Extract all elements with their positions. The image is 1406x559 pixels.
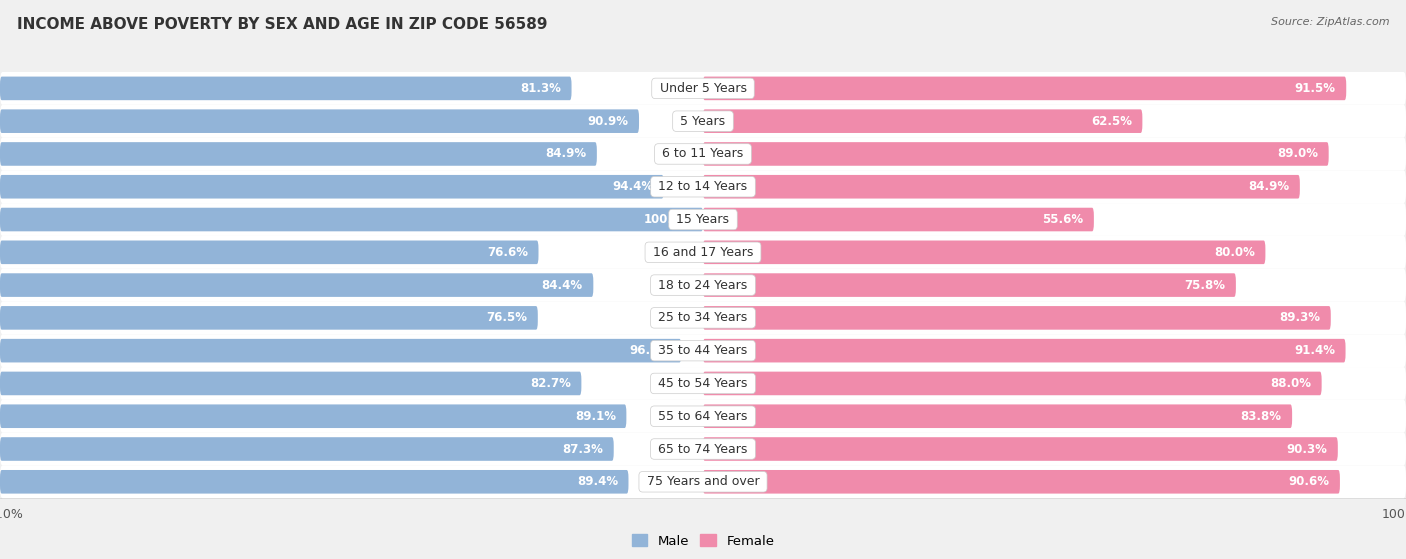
FancyBboxPatch shape <box>0 372 582 395</box>
Legend: Male, Female: Male, Female <box>626 529 780 553</box>
Text: 89.1%: 89.1% <box>575 410 616 423</box>
Text: 35 to 44 Years: 35 to 44 Years <box>654 344 752 357</box>
Text: 91.5%: 91.5% <box>1295 82 1336 95</box>
Text: 87.3%: 87.3% <box>562 443 603 456</box>
Text: 6 to 11 Years: 6 to 11 Years <box>658 148 748 160</box>
FancyBboxPatch shape <box>0 269 1406 301</box>
FancyBboxPatch shape <box>0 77 571 100</box>
FancyBboxPatch shape <box>0 400 1406 433</box>
FancyBboxPatch shape <box>703 273 1236 297</box>
Text: 76.5%: 76.5% <box>486 311 527 324</box>
Text: 5 Years: 5 Years <box>676 115 730 127</box>
FancyBboxPatch shape <box>0 105 1406 138</box>
Text: 90.9%: 90.9% <box>588 115 628 127</box>
FancyBboxPatch shape <box>0 470 628 494</box>
FancyBboxPatch shape <box>0 301 1406 334</box>
FancyBboxPatch shape <box>0 404 626 428</box>
FancyBboxPatch shape <box>703 240 1265 264</box>
FancyBboxPatch shape <box>0 466 1406 498</box>
Text: 16 and 17 Years: 16 and 17 Years <box>648 246 758 259</box>
FancyBboxPatch shape <box>0 306 537 330</box>
FancyBboxPatch shape <box>0 437 613 461</box>
FancyBboxPatch shape <box>703 77 1347 100</box>
Text: 94.4%: 94.4% <box>612 180 652 193</box>
Text: 89.3%: 89.3% <box>1279 311 1320 324</box>
FancyBboxPatch shape <box>0 138 1406 170</box>
Text: 89.4%: 89.4% <box>576 475 619 489</box>
FancyBboxPatch shape <box>0 273 593 297</box>
Text: 75.8%: 75.8% <box>1184 278 1226 292</box>
Text: 81.3%: 81.3% <box>520 82 561 95</box>
Text: 84.9%: 84.9% <box>1249 180 1289 193</box>
Text: 100.0%: 100.0% <box>644 213 693 226</box>
Text: 18 to 24 Years: 18 to 24 Years <box>654 278 752 292</box>
Text: 45 to 54 Years: 45 to 54 Years <box>654 377 752 390</box>
FancyBboxPatch shape <box>0 367 1406 400</box>
FancyBboxPatch shape <box>703 437 1339 461</box>
Text: Source: ZipAtlas.com: Source: ZipAtlas.com <box>1271 17 1389 27</box>
Text: 65 to 74 Years: 65 to 74 Years <box>654 443 752 456</box>
Text: 12 to 14 Years: 12 to 14 Years <box>654 180 752 193</box>
FancyBboxPatch shape <box>703 306 1330 330</box>
Text: 96.9%: 96.9% <box>630 344 671 357</box>
FancyBboxPatch shape <box>703 470 1340 494</box>
FancyBboxPatch shape <box>0 433 1406 466</box>
Text: 88.0%: 88.0% <box>1270 377 1312 390</box>
FancyBboxPatch shape <box>0 175 664 198</box>
Text: 62.5%: 62.5% <box>1091 115 1132 127</box>
FancyBboxPatch shape <box>703 175 1301 198</box>
Text: 55 to 64 Years: 55 to 64 Years <box>654 410 752 423</box>
Text: 55.6%: 55.6% <box>1042 213 1084 226</box>
Text: 15 Years: 15 Years <box>672 213 734 226</box>
FancyBboxPatch shape <box>703 110 1142 133</box>
Text: 90.6%: 90.6% <box>1288 475 1330 489</box>
Text: 76.6%: 76.6% <box>486 246 529 259</box>
Text: Under 5 Years: Under 5 Years <box>655 82 751 95</box>
Text: 25 to 34 Years: 25 to 34 Years <box>654 311 752 324</box>
FancyBboxPatch shape <box>0 203 1406 236</box>
Text: 82.7%: 82.7% <box>530 377 571 390</box>
Text: 91.4%: 91.4% <box>1294 344 1336 357</box>
Text: 84.9%: 84.9% <box>546 148 586 160</box>
FancyBboxPatch shape <box>703 142 1329 166</box>
FancyBboxPatch shape <box>0 339 682 362</box>
FancyBboxPatch shape <box>703 372 1322 395</box>
Text: 84.4%: 84.4% <box>541 278 583 292</box>
Text: 75 Years and over: 75 Years and over <box>643 475 763 489</box>
FancyBboxPatch shape <box>0 72 1406 105</box>
FancyBboxPatch shape <box>703 339 1346 362</box>
Text: 83.8%: 83.8% <box>1240 410 1282 423</box>
Text: 89.0%: 89.0% <box>1277 148 1319 160</box>
FancyBboxPatch shape <box>703 404 1292 428</box>
FancyBboxPatch shape <box>0 142 596 166</box>
FancyBboxPatch shape <box>0 240 538 264</box>
FancyBboxPatch shape <box>0 236 1406 269</box>
FancyBboxPatch shape <box>0 208 703 231</box>
Text: 90.3%: 90.3% <box>1286 443 1327 456</box>
FancyBboxPatch shape <box>0 110 640 133</box>
Text: 80.0%: 80.0% <box>1213 246 1256 259</box>
FancyBboxPatch shape <box>703 208 1094 231</box>
FancyBboxPatch shape <box>0 170 1406 203</box>
FancyBboxPatch shape <box>0 334 1406 367</box>
Text: INCOME ABOVE POVERTY BY SEX AND AGE IN ZIP CODE 56589: INCOME ABOVE POVERTY BY SEX AND AGE IN Z… <box>17 17 547 32</box>
